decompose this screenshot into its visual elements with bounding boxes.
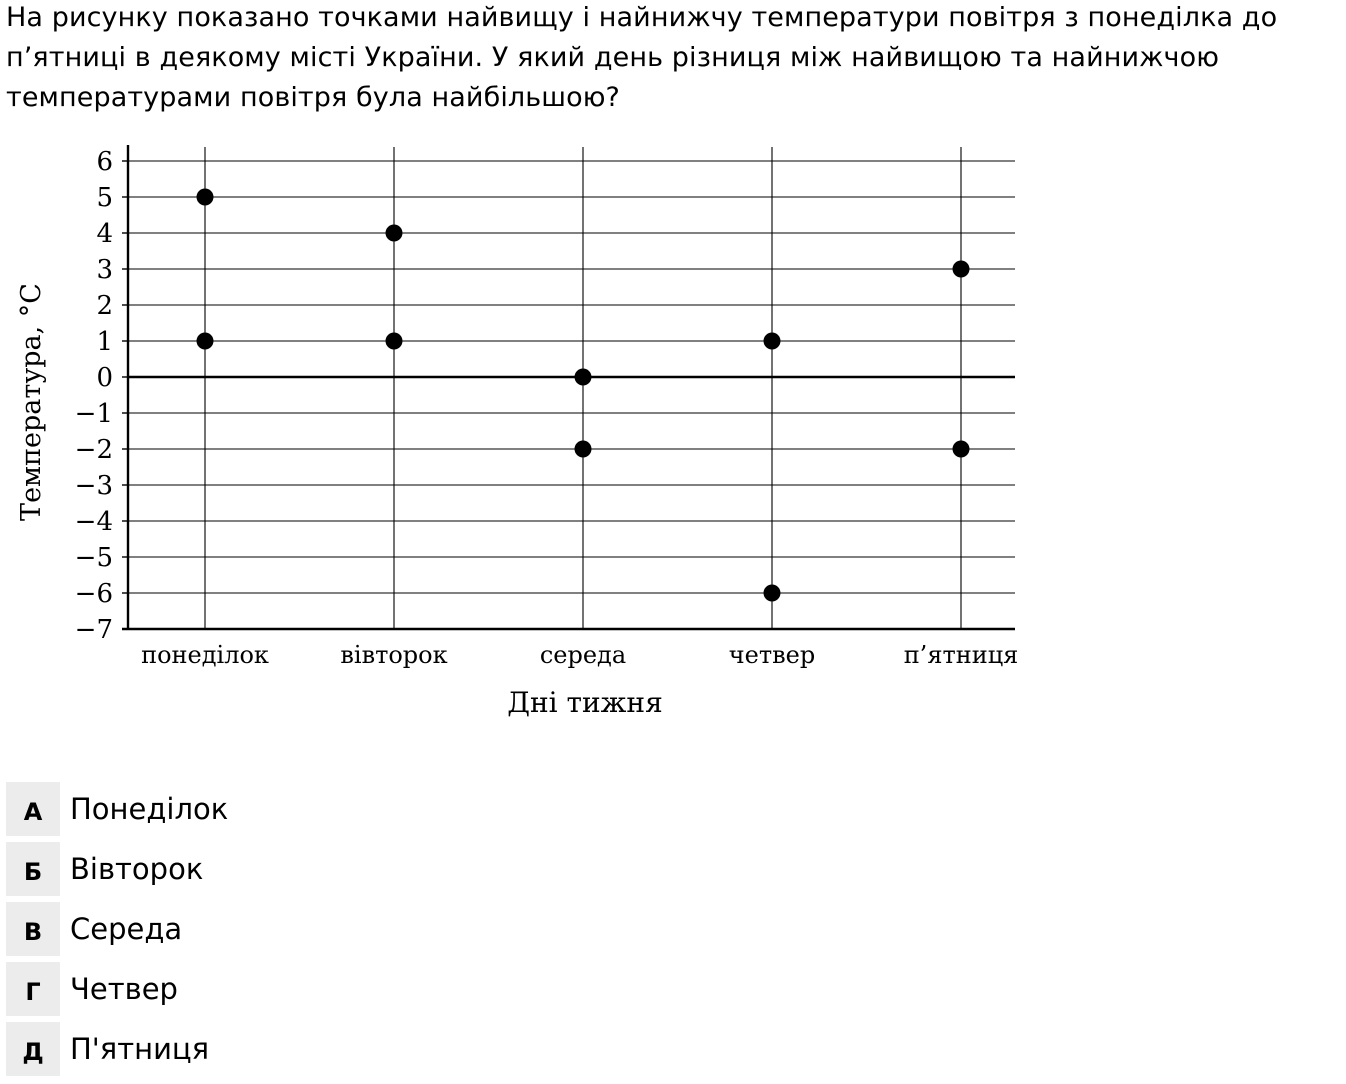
data-point bbox=[574, 440, 592, 458]
data-point bbox=[385, 224, 403, 242]
option-g-text: Четвер bbox=[70, 972, 178, 1006]
data-point bbox=[385, 332, 403, 350]
data-point bbox=[763, 584, 781, 602]
data-point bbox=[574, 368, 592, 386]
y-tick-label: −5 bbox=[75, 543, 113, 573]
y-tick-label: −6 bbox=[75, 579, 113, 609]
option-d[interactable]: Д П'ятниця bbox=[6, 1022, 606, 1076]
option-a[interactable]: А Понеділок bbox=[6, 782, 606, 836]
x-tick-label: вівторок bbox=[340, 641, 447, 669]
question-text: На рисунку показано точками найвищу і на… bbox=[6, 2, 1278, 113]
answer-options: А Понеділок Б Вівторок В Середа Г Четвер… bbox=[6, 782, 606, 1082]
y-tick-label: 4 bbox=[96, 219, 113, 249]
data-point bbox=[196, 332, 214, 350]
x-tick-label: п’ятниця bbox=[904, 641, 1019, 669]
data-point bbox=[763, 332, 781, 350]
option-g[interactable]: Г Четвер bbox=[6, 962, 606, 1016]
option-d-text: П'ятниця bbox=[70, 1032, 210, 1066]
option-d-letter: Д bbox=[6, 1022, 60, 1076]
y-tick-label: 0 bbox=[96, 363, 113, 393]
x-axis-label: Дні тижня bbox=[507, 686, 663, 719]
option-a-text: Понеділок bbox=[70, 792, 229, 826]
option-v-letter: В bbox=[6, 902, 60, 956]
grid-layer bbox=[122, 147, 1015, 629]
y-tick-label: 3 bbox=[96, 255, 113, 285]
option-g-letter: Г bbox=[6, 962, 60, 1016]
data-point bbox=[952, 260, 970, 278]
option-b-text: Вівторок bbox=[70, 852, 204, 886]
y-tick-label: 1 bbox=[96, 327, 113, 357]
axis-layer bbox=[122, 145, 1015, 631]
option-b[interactable]: Б Вівторок bbox=[6, 842, 606, 896]
x-tick-label: четвер bbox=[729, 641, 815, 669]
y-axis-label: Температура, °С bbox=[16, 283, 47, 521]
y-tick-label: −3 bbox=[75, 471, 113, 501]
x-tick-label: понеділок bbox=[141, 641, 269, 669]
y-tick-label: −1 bbox=[75, 399, 113, 429]
tick-layer: 6 5 4 3 2 1 0 −1 −2 −3 −4 −5 −6 −7 понеділок вівторок се… bbox=[75, 147, 1019, 669]
data-point bbox=[196, 188, 214, 206]
y-tick-label: −4 bbox=[75, 507, 113, 537]
y-tick-label: −7 bbox=[75, 615, 113, 645]
y-tick-label: 5 bbox=[96, 183, 113, 213]
option-a-letter: А bbox=[6, 782, 60, 836]
option-v[interactable]: В Середа bbox=[6, 902, 606, 956]
option-v-text: Середа bbox=[70, 912, 183, 946]
point-layer bbox=[196, 188, 970, 602]
chart-svg: 6 5 4 3 2 1 0 −1 −2 −3 −4 −5 −6 −7 понеділок вівторок се… bbox=[16, 145, 1019, 719]
option-b-letter: Б bbox=[6, 842, 60, 896]
x-tick-label: середа bbox=[540, 641, 626, 669]
y-tick-label: −2 bbox=[75, 435, 113, 465]
y-tick-label: 6 bbox=[96, 147, 113, 177]
temperature-chart: 6 5 4 3 2 1 0 −1 −2 −3 −4 −5 −6 −7 понеділок вівторок се… bbox=[0, 130, 1040, 730]
data-point bbox=[952, 440, 970, 458]
y-tick-label: 2 bbox=[96, 291, 113, 321]
